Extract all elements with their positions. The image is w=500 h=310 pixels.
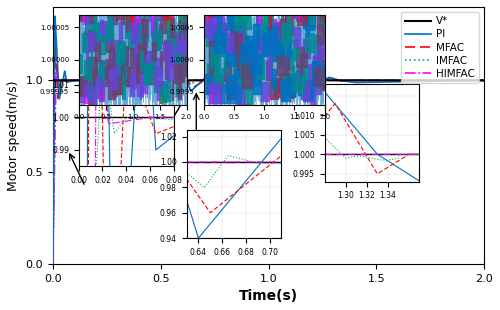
- V*: [206, 78, 212, 82]
- MFAC: [206, 76, 212, 79]
- HIMFAC: [50, 262, 56, 266]
- IMFAC: [54, 75, 60, 78]
- V*: [305, 78, 311, 82]
- IMFAC: [72, 79, 78, 82]
- PI: [72, 78, 78, 82]
- PI: [324, 77, 330, 80]
- Line: HIMFAC: HIMFAC: [53, 71, 484, 264]
- IMFAC: [206, 79, 212, 82]
- X-axis label: Time(s): Time(s): [239, 289, 298, 303]
- V*: [481, 78, 487, 82]
- MFAC: [324, 77, 330, 81]
- HIMFAC: [305, 78, 311, 82]
- V*: [392, 78, 398, 82]
- HIMFAC: [481, 78, 487, 82]
- PI: [305, 78, 311, 82]
- PI: [50, 262, 56, 266]
- HIMFAC: [392, 78, 398, 82]
- MFAC: [50, 262, 56, 266]
- MFAC: [72, 78, 78, 82]
- MFAC: [481, 78, 487, 82]
- HIMFAC: [53, 69, 59, 73]
- HIMFAC: [72, 78, 78, 82]
- IMFAC: [324, 77, 330, 81]
- HIMFAC: [370, 78, 376, 82]
- V*: [72, 78, 78, 82]
- IMFAC: [370, 78, 376, 82]
- IMFAC: [392, 78, 398, 82]
- MFAC: [370, 78, 376, 82]
- Y-axis label: Motor speed(m/s): Motor speed(m/s): [7, 80, 20, 191]
- MFAC: [52, 42, 58, 46]
- PI: [52, 14, 58, 18]
- HIMFAC: [206, 78, 212, 82]
- Legend: V*, PI, MFAC, IMFAC, HIMFAC: V*, PI, MFAC, IMFAC, HIMFAC: [400, 12, 479, 83]
- PI: [392, 80, 398, 84]
- PI: [370, 80, 376, 84]
- HIMFAC: [324, 78, 330, 82]
- V*: [370, 78, 376, 82]
- PI: [206, 73, 212, 77]
- V*: [324, 78, 330, 82]
- PI: [481, 78, 487, 82]
- V*: [50, 78, 56, 82]
- Line: MFAC: MFAC: [53, 44, 484, 264]
- IMFAC: [481, 78, 487, 82]
- IMFAC: [305, 79, 311, 82]
- MFAC: [305, 78, 311, 82]
- Line: PI: PI: [53, 16, 484, 264]
- MFAC: [392, 78, 398, 82]
- Line: IMFAC: IMFAC: [53, 77, 484, 264]
- IMFAC: [50, 262, 56, 266]
